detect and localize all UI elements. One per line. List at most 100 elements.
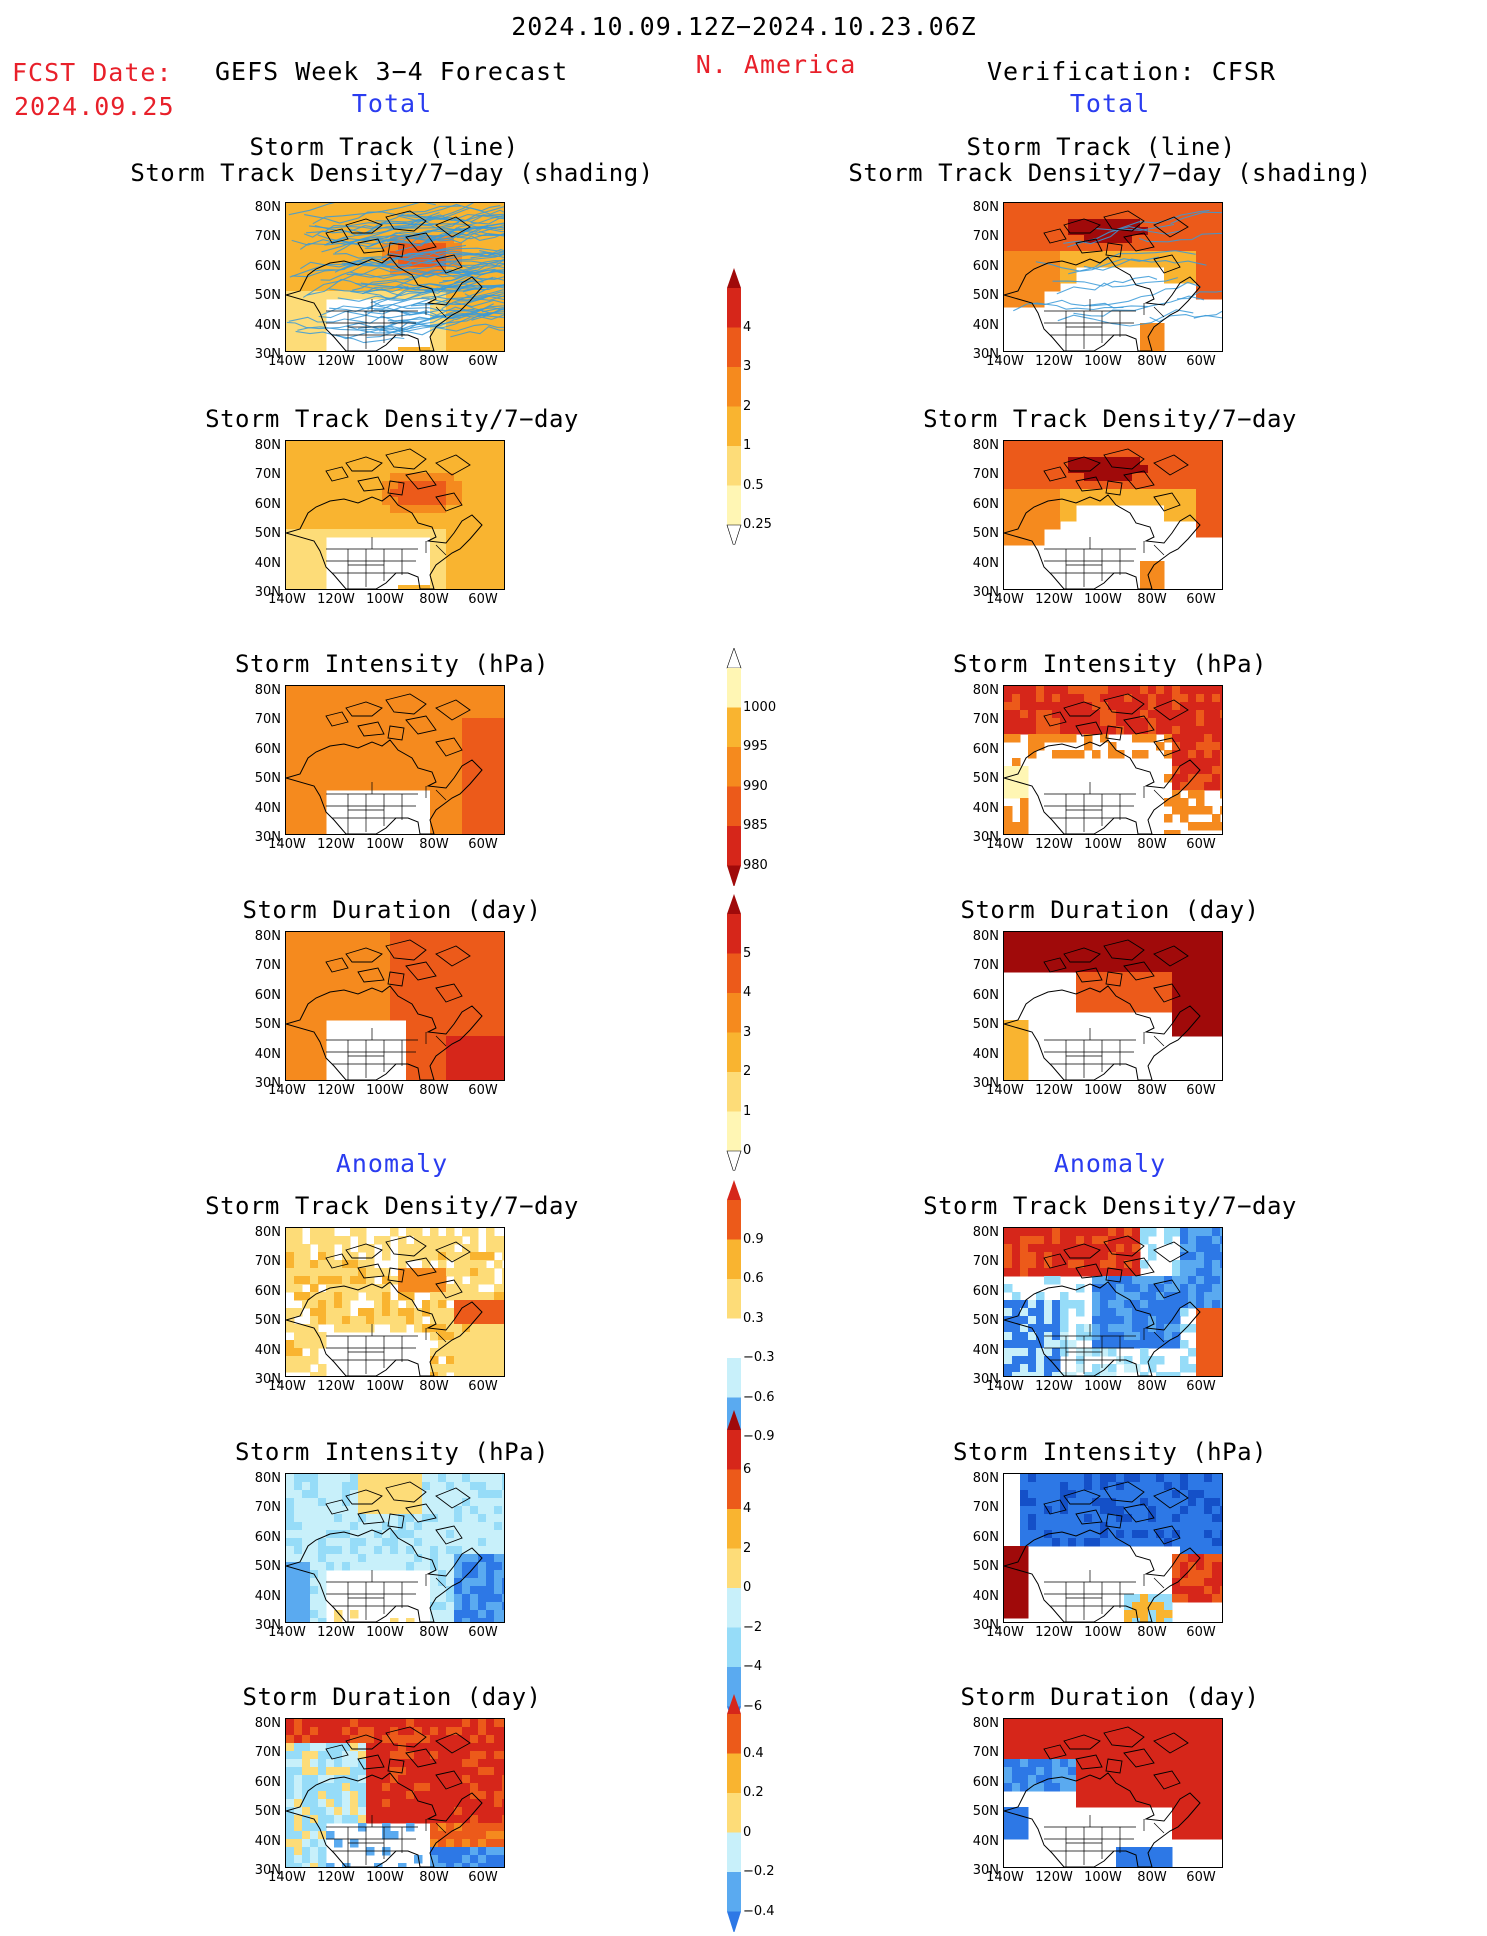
map-density-fcst-lat-70N: 70N (245, 467, 281, 482)
colorbar-density-total-label: 2 (743, 399, 751, 414)
map-duration-anom-obs-lat-80N: 80N (963, 1716, 999, 1731)
map-intensity-fcst-lon-60W: 60W (468, 837, 497, 852)
map-density-anom-fcst-field (286, 1228, 504, 1376)
map-intensity-anom-obs-lon-100W: 100W (1084, 1625, 1122, 1640)
map-duration-anom-obs-lat-50N: 50N (963, 1804, 999, 1819)
colorbar-duration-anom-label: −0.4 (743, 1904, 775, 1919)
title-duration-obs: Storm Duration (day) (961, 896, 1260, 924)
map-intensity-anom-fcst-lon-60W: 60W (468, 1625, 497, 1640)
colorbar-intensity-anom-label: −4 (743, 1659, 762, 1674)
map-duration-obs-lon-80W: 80W (1137, 1083, 1166, 1098)
map-track-obs-lon-60W: 60W (1186, 354, 1215, 369)
map-intensity-anom-obs-lat-60N: 60N (963, 1530, 999, 1545)
map-duration-anom-obs-lon-60W: 60W (1186, 1870, 1215, 1885)
title-track-shading-obs: Storm Track Density/7−day (shading) (848, 159, 1371, 187)
map-density-anom-fcst-lon-80W: 80W (419, 1379, 448, 1394)
map-track-obs-lon-80W: 80W (1137, 354, 1166, 369)
map-duration-fcst-lon-80W: 80W (419, 1083, 448, 1098)
map-duration-anom-obs-lat-40N: 40N (963, 1834, 999, 1849)
map-intensity-obs-lat-40N: 40N (963, 801, 999, 816)
map-density-obs-lat-40N: 40N (963, 556, 999, 571)
map-intensity-anom-fcst-lat-70N: 70N (245, 1500, 281, 1515)
map-intensity-obs-lon-140W: 140W (986, 837, 1024, 852)
map-density-anom-fcst-lat-60N: 60N (245, 1284, 281, 1299)
title-track-line-fcst: Storm Track (line) (249, 133, 518, 161)
map-duration-anom-obs-field (1004, 1719, 1222, 1867)
map-density-anom-fcst-lat-40N: 40N (245, 1343, 281, 1358)
map-duration-fcst-lat-80N: 80N (245, 929, 281, 944)
map-density-anom-fcst-lon-100W: 100W (366, 1379, 404, 1394)
map-duration-fcst-lon-120W: 120W (317, 1083, 355, 1098)
colorbar-intensity-total-label: 995 (743, 739, 768, 754)
colorbar-duration-total-label: 0 (743, 1143, 751, 1158)
colorbar-intensity-total-label: 1000 (743, 700, 776, 715)
map-intensity-obs-field (1004, 686, 1222, 834)
map-duration-anom-fcst-lat-70N: 70N (245, 1745, 281, 1760)
colorbar-duration-anom-label: 0 (743, 1825, 751, 1840)
map-intensity-fcst-lat-40N: 40N (245, 801, 281, 816)
map-track-fcst-lat-60N: 60N (245, 259, 281, 274)
title-duration-anom-obs: Storm Duration (day) (961, 1683, 1260, 1711)
map-duration-fcst-lat-40N: 40N (245, 1047, 281, 1062)
map-density-fcst (285, 440, 505, 590)
map-density-obs-field (1004, 441, 1222, 589)
colorbar-density-anom-label: 0.3 (743, 1311, 764, 1326)
map-duration-fcst-lon-60W: 60W (468, 1083, 497, 1098)
map-density-obs-lat-80N: 80N (963, 438, 999, 453)
colorbar-duration-anom-label: 0.2 (743, 1785, 764, 1800)
map-track-fcst-lon-60W: 60W (468, 354, 497, 369)
map-track-fcst-lon-140W: 140W (268, 354, 306, 369)
map-track-fcst-lat-40N: 40N (245, 318, 281, 333)
map-duration-anom-obs-lon-120W: 120W (1035, 1870, 1073, 1885)
map-duration-anom-fcst-lon-140W: 140W (268, 1870, 306, 1885)
map-density-anom-obs-lon-100W: 100W (1084, 1379, 1122, 1394)
map-intensity-anom-obs-lon-60W: 60W (1186, 1625, 1215, 1640)
map-track-obs-lon-100W: 100W (1084, 354, 1122, 369)
map-intensity-anom-obs (1003, 1473, 1223, 1623)
colorbar-density-total-label: 4 (743, 320, 751, 335)
map-duration-obs (1003, 931, 1223, 1081)
map-duration-obs-lon-140W: 140W (986, 1083, 1024, 1098)
colorbar-intensity-anom-label: −2 (743, 1620, 762, 1635)
map-intensity-obs-lat-80N: 80N (963, 683, 999, 698)
map-density-obs-lon-60W: 60W (1186, 592, 1215, 607)
map-duration-fcst-field (286, 932, 504, 1080)
colorbar-duration-total-label: 2 (743, 1064, 751, 1079)
map-intensity-anom-fcst-lon-80W: 80W (419, 1625, 448, 1640)
map-track-obs-lon-120W: 120W (1035, 354, 1073, 369)
map-density-anom-obs-lon-140W: 140W (986, 1379, 1024, 1394)
map-density-fcst-field (286, 441, 504, 589)
title-track-shading-fcst: Storm Track Density/7−day (shading) (130, 159, 653, 187)
title-density-anom-obs: Storm Track Density/7−day (923, 1192, 1297, 1220)
map-duration-anom-obs-lon-80W: 80W (1137, 1870, 1166, 1885)
map-density-fcst-lon-120W: 120W (317, 592, 355, 607)
map-intensity-fcst-lon-80W: 80W (419, 837, 448, 852)
map-intensity-obs-lat-50N: 50N (963, 771, 999, 786)
map-density-anom-fcst-lon-140W: 140W (268, 1379, 306, 1394)
colorbar-intensity-anom-label: 0 (743, 1580, 751, 1595)
colorbar-intensity-total-label: 990 (743, 779, 768, 794)
map-density-anom-obs-field (1004, 1228, 1222, 1376)
map-density-anom-fcst-lon-60W: 60W (468, 1379, 497, 1394)
map-duration-anom-fcst-lat-50N: 50N (245, 1804, 281, 1819)
map-duration-anom-fcst-lon-120W: 120W (317, 1870, 355, 1885)
map-track-fcst-lon-100W: 100W (366, 354, 404, 369)
colorbar-duration-total-label: 1 (743, 1104, 751, 1119)
map-density-anom-obs-lon-120W: 120W (1035, 1379, 1073, 1394)
map-density-anom-obs-lat-80N: 80N (963, 1225, 999, 1240)
map-density-anom-fcst-lon-120W: 120W (317, 1379, 355, 1394)
map-track-fcst-lat-80N: 80N (245, 200, 281, 215)
anomaly-label-left: Anomaly (336, 1149, 448, 1178)
map-duration-anom-fcst-lon-80W: 80W (419, 1870, 448, 1885)
map-density-obs-lat-50N: 50N (963, 526, 999, 541)
colorbar-duration-anom-label: −0.2 (743, 1864, 775, 1879)
title-track-line-obs: Storm Track (line) (966, 133, 1235, 161)
colorbar-intensity-total-label: 985 (743, 818, 768, 833)
map-duration-anom-obs (1003, 1718, 1223, 1868)
map-intensity-fcst-field (286, 686, 504, 834)
map-intensity-anom-fcst-lon-120W: 120W (317, 1625, 355, 1640)
colorbar-density-anom-label: 0.9 (743, 1232, 764, 1247)
map-track-fcst-lat-50N: 50N (245, 288, 281, 303)
map-intensity-obs-lat-70N: 70N (963, 712, 999, 727)
map-intensity-anom-fcst-field (286, 1474, 504, 1622)
